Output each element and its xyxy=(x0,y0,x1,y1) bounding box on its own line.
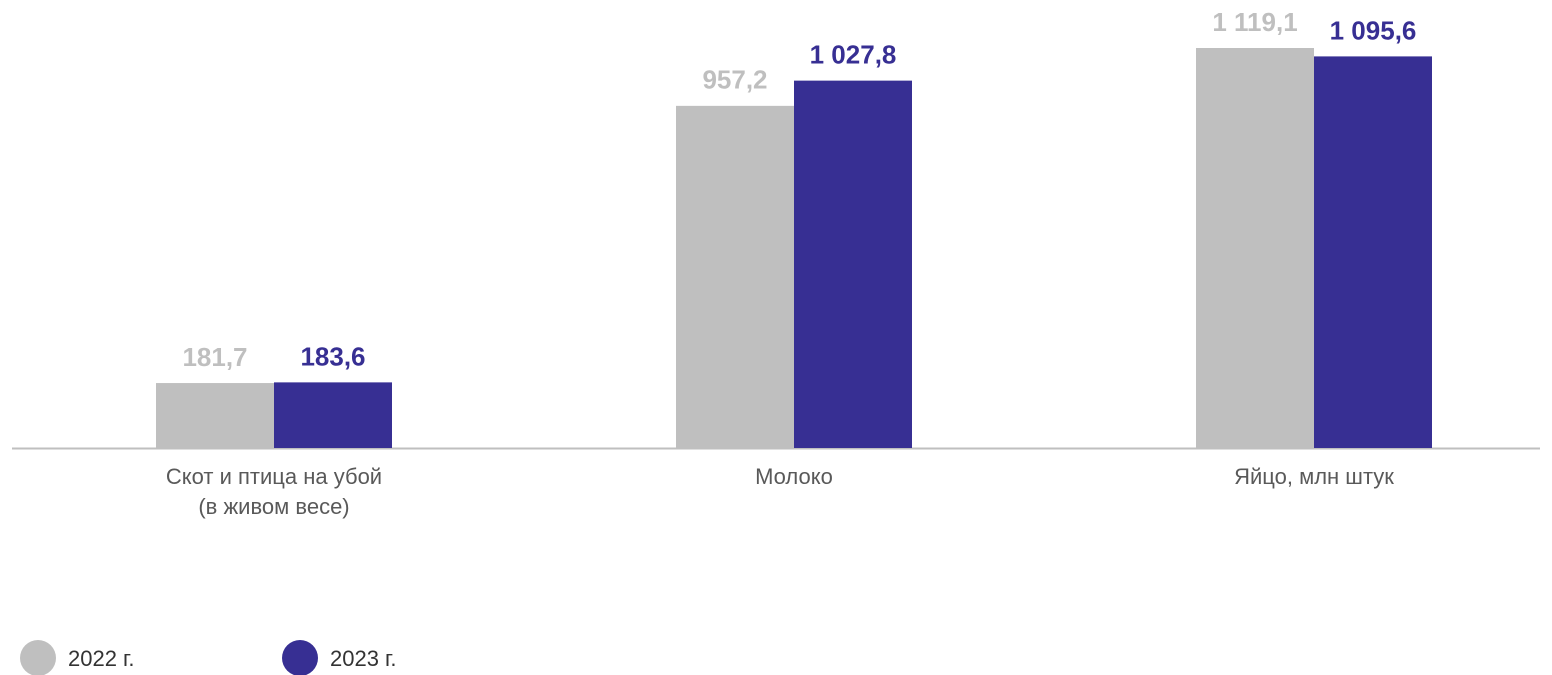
bar xyxy=(794,80,912,449)
data-label: 183,6 xyxy=(300,341,365,371)
bar xyxy=(1314,56,1432,449)
data-label: 181,7 xyxy=(182,342,247,372)
legend-label: 2023 г. xyxy=(330,646,397,671)
bar xyxy=(274,382,392,448)
bar xyxy=(1196,48,1314,448)
data-label: 957,2 xyxy=(702,65,767,95)
x-tick-label: Молоко xyxy=(755,464,833,489)
legend-swatch xyxy=(20,640,56,675)
legend-label: 2022 г. xyxy=(68,646,135,671)
data-label: 1 095,6 xyxy=(1330,15,1417,45)
data-label: 1 119,1 xyxy=(1212,7,1297,37)
bar xyxy=(676,105,794,449)
x-tick-label: Яйцо, млн штук xyxy=(1234,464,1394,489)
bar xyxy=(156,383,274,448)
data-label: 1 027,8 xyxy=(810,40,897,70)
x-tick-label: Скот и птица на убой (в живом весе) xyxy=(165,464,383,519)
legend-swatch xyxy=(282,640,318,675)
